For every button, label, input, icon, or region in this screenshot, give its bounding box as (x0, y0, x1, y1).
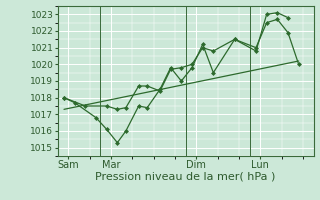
X-axis label: Pression niveau de la mer( hPa ): Pression niveau de la mer( hPa ) (95, 172, 276, 182)
